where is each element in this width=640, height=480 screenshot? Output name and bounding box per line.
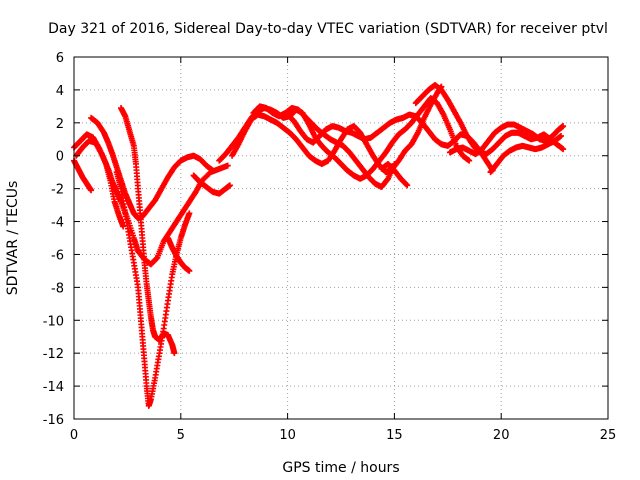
chart-title: Day 321 of 2016, Sidereal Day-to-day VTE… <box>48 21 608 37</box>
data-points <box>71 81 567 409</box>
y-tick-label: -14 <box>43 380 64 395</box>
series-arc-16 <box>487 132 565 176</box>
data-point <box>224 162 231 169</box>
data-point <box>186 267 193 274</box>
x-tick-label: 0 <box>70 428 78 443</box>
y-tick-label: -4 <box>51 216 64 231</box>
y-tick-label: 4 <box>56 84 64 99</box>
axis-ticks: 0 5 10 15 20 25 -16 -14 -12 -10 -8 -6 -4 -2 0 2 4 6 <box>43 51 617 443</box>
data-point <box>391 160 398 167</box>
grid-lines <box>74 57 608 419</box>
y-tick-label: -2 <box>51 183 64 198</box>
y-tick-label: -10 <box>43 314 64 329</box>
plot-frame <box>73 56 609 420</box>
data-point <box>404 182 411 189</box>
series-arc-11 <box>250 103 398 190</box>
series-arc-12 <box>284 111 496 174</box>
y-tick-label: -16 <box>43 413 64 428</box>
y-tick-label: -6 <box>51 248 64 263</box>
x-tick-label: 20 <box>493 428 510 443</box>
data-point <box>120 223 127 230</box>
data-point <box>171 350 178 357</box>
data-point <box>560 146 567 153</box>
series-arc-8 <box>190 172 233 197</box>
x-tick-label: 10 <box>279 428 296 443</box>
x-axis-label: GPS time / hours <box>282 460 399 476</box>
data-point <box>560 123 567 130</box>
y-tick-label: 6 <box>56 51 64 66</box>
data-point <box>88 187 95 194</box>
data-point <box>226 182 233 189</box>
data-point <box>186 210 193 217</box>
series-arc-6 <box>113 169 193 409</box>
data-point <box>466 157 473 164</box>
series-arc-7 <box>164 235 193 274</box>
x-tick-label: 5 <box>177 428 185 443</box>
x-tick-label: 25 <box>600 428 617 443</box>
data-point <box>209 167 216 174</box>
data-point <box>403 181 410 188</box>
y-tick-label: -12 <box>43 347 64 362</box>
y-tick-label: 2 <box>56 117 64 132</box>
series-arc-15 <box>446 121 567 158</box>
data-point <box>558 132 565 139</box>
y-axis-label: SDTVAR / TECUs <box>5 181 21 296</box>
series-arc-13 <box>378 160 411 189</box>
series-arc-10 <box>229 83 445 176</box>
y-tick-label: 0 <box>56 150 64 165</box>
x-tick-label: 15 <box>386 428 403 443</box>
y-tick-label: -8 <box>51 281 64 296</box>
